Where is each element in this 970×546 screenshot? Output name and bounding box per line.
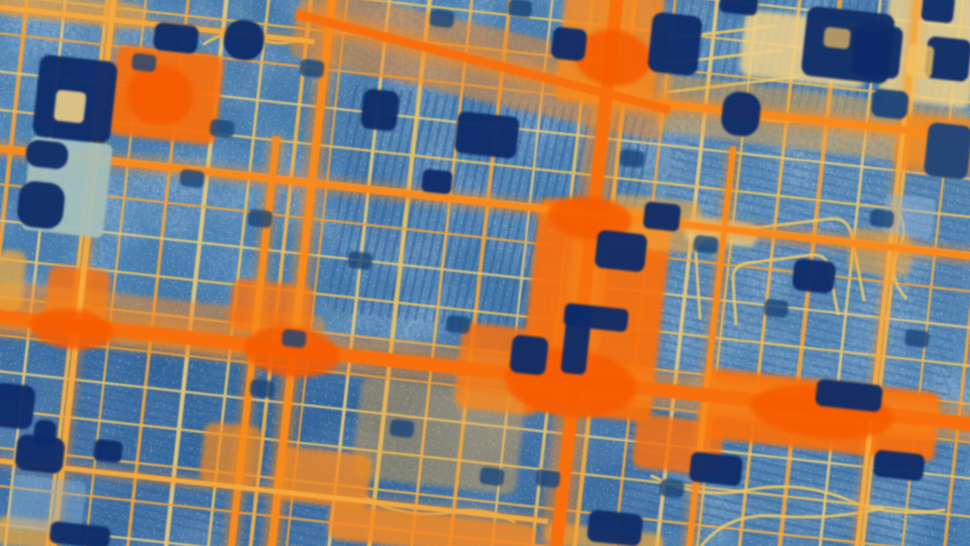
cold-dot: [479, 467, 505, 486]
southwest-road-lot: [199, 422, 263, 488]
east-avenue: [840, 0, 924, 546]
cold-pond: [721, 91, 761, 137]
cold-pond: [25, 140, 69, 169]
cold-dot: [619, 149, 645, 168]
cold-roof: [871, 88, 909, 120]
left-edge-lot: [0, 249, 27, 313]
warm-notch: [823, 27, 851, 49]
cold-dots: [131, 0, 930, 498]
pale-overlays: [53, 27, 935, 124]
cold-blob: [33, 419, 57, 445]
intersection-hotspot: [575, 29, 651, 87]
cold-l-stem: [560, 305, 593, 375]
cold-dot: [179, 169, 205, 188]
south-street: [0, 444, 549, 524]
right-center-pale: [882, 193, 936, 239]
cold-dot: [249, 379, 275, 398]
cold-roof: [153, 22, 199, 54]
cold-roof: [360, 89, 400, 131]
cold-dot: [869, 209, 895, 228]
cold-dot: [763, 299, 789, 318]
cold-roof: [49, 521, 111, 546]
cold-dot: [429, 9, 455, 28]
warm-notch-in-cold-roof: [53, 89, 87, 124]
cold-dot: [535, 469, 561, 488]
intersection-hotspot: [548, 195, 632, 241]
cold-roof: [93, 439, 123, 463]
northwest-diagonal: [294, 9, 672, 115]
cold-roof: [587, 509, 643, 546]
cold-roof: [851, 23, 903, 79]
cold-complex: [647, 12, 703, 76]
cold-dot: [659, 479, 685, 498]
curvy-street: [699, 506, 884, 546]
south-center-semi-warm: [352, 378, 525, 494]
cold-pond: [223, 19, 265, 61]
bottom-left-pale-lot: [7, 474, 87, 536]
cold-blob: [15, 434, 65, 474]
cold-roof: [594, 230, 648, 272]
cold-pond: [17, 181, 65, 229]
cold-roof: [719, 0, 759, 16]
cold-roof: [921, 0, 955, 24]
cold-roof: [551, 27, 587, 61]
cold-dot: [281, 329, 307, 348]
cold-dot: [131, 53, 157, 72]
cold-dot: [347, 251, 373, 270]
warm-notch: [905, 44, 935, 78]
cold-roof: [792, 258, 836, 294]
cold-dot: [693, 235, 719, 254]
cold-dot: [247, 209, 273, 228]
cold-roof: [454, 111, 520, 159]
minor-street-horizontal: [0, 433, 970, 546]
cold-roof: [815, 379, 883, 412]
cold-roof: [924, 122, 970, 180]
cold-roof: [509, 334, 549, 376]
minor-street-horizontal: [0, 246, 970, 378]
cold-dot: [209, 119, 235, 138]
intersection-hotspot: [126, 64, 194, 126]
major-roads-free: [294, 9, 672, 115]
cold-dot: [299, 59, 325, 78]
cold-dot: [904, 329, 930, 348]
cold-dot: [445, 315, 471, 334]
cold-roof: [421, 169, 453, 194]
cold-roof: [689, 451, 743, 487]
cold-blob: [0, 382, 36, 430]
intersection-hotspot: [30, 308, 114, 350]
cold-roof: [924, 36, 970, 82]
cold-roof: [873, 450, 925, 481]
cold-dot: [507, 0, 533, 18]
south-edge-strip: [327, 503, 537, 546]
intersection-hotspot: [244, 326, 340, 378]
cold-roof: [643, 201, 681, 232]
cold-dot: [389, 419, 415, 438]
